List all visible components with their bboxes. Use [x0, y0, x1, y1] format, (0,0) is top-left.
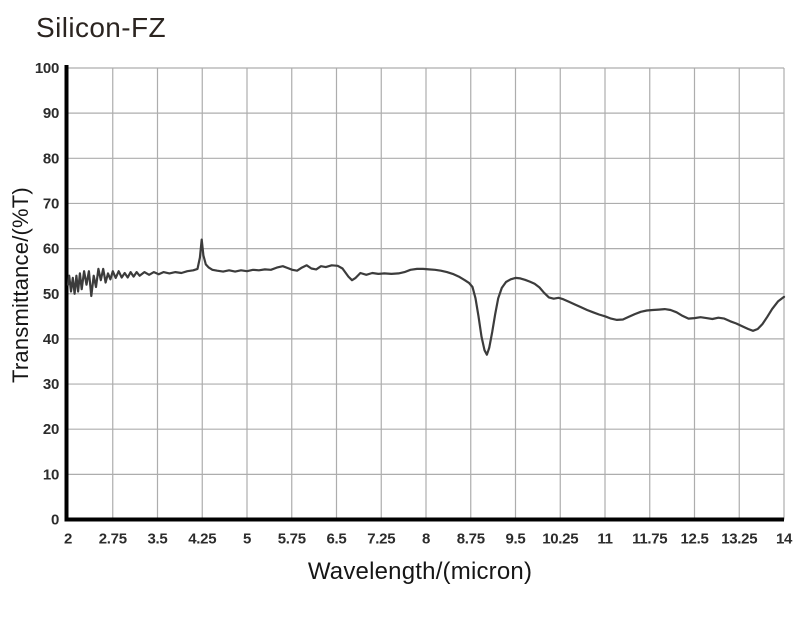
y-tick-label: 70 [43, 195, 59, 212]
y-tick-label: 20 [43, 421, 59, 438]
x-tick-label: 10.25 [542, 531, 578, 548]
y-tick-label: 0 [51, 512, 59, 529]
y-tick-label: 10 [43, 466, 59, 483]
x-tick-label: 11.75 [632, 531, 667, 548]
y-tick-label: 100 [35, 60, 59, 77]
y-tick-label: 80 [43, 150, 59, 167]
x-tick-label: 3.5 [148, 531, 168, 548]
x-tick-label: 6.5 [327, 531, 347, 548]
x-tick-label: 2 [64, 531, 72, 548]
x-tick-label: 11 [597, 531, 612, 548]
x-tick-label: 14 [776, 531, 793, 548]
x-tick-label: 5.75 [278, 531, 306, 548]
x-tick-label: 12.5 [681, 531, 709, 548]
y-tick-label: 60 [43, 241, 59, 258]
y-tick-label: 30 [43, 376, 59, 393]
x-tick-label: 2.75 [99, 531, 127, 548]
x-tick-label: 8 [422, 531, 430, 548]
chart-title: Silicon-FZ [36, 12, 167, 43]
x-tick-label: 13.25 [721, 531, 757, 548]
y-tick-label: 40 [43, 331, 59, 348]
transmittance-curve [66, 238, 786, 356]
x-tick-label: 4.25 [188, 531, 216, 548]
y-axis-title: Transmittance/(%T) [8, 187, 33, 383]
x-tick-label: 8.75 [457, 531, 485, 548]
x-axis-title: Wavelength/(micron) [307, 558, 533, 585]
y-tick-label: 90 [43, 105, 59, 122]
x-tick-label: 7.25 [367, 531, 395, 548]
y-tick-label: 50 [43, 286, 59, 303]
x-tick-label: 9.5 [506, 531, 526, 548]
x-tick-label: 5 [243, 531, 251, 548]
